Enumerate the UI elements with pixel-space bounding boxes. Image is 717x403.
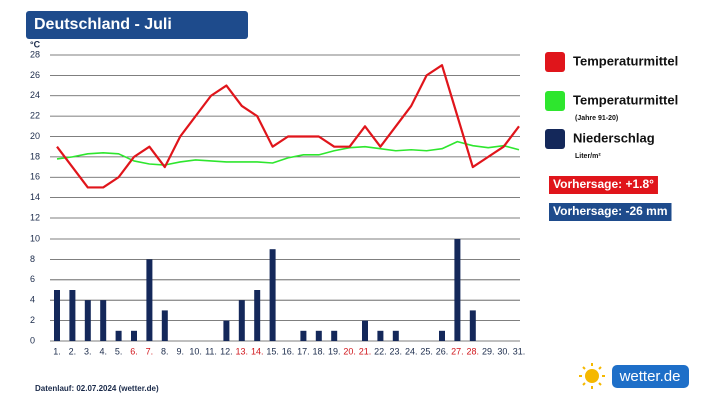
- y-tick-label: 24: [30, 90, 40, 100]
- y-tick-label: 10: [30, 233, 40, 243]
- bar: [54, 290, 60, 341]
- bar: [223, 320, 230, 341]
- legend-label: Temperaturmittel: [573, 92, 678, 107]
- logo: [579, 363, 689, 389]
- x-tick-label: 15.: [266, 346, 279, 356]
- bar: [269, 249, 276, 341]
- x-tick-label: 7.: [146, 346, 154, 356]
- legend-swatch: [545, 52, 565, 72]
- y-tick-label: 6: [30, 274, 35, 284]
- forecast-box: [549, 176, 658, 194]
- x-tick-label: 3.: [84, 346, 92, 356]
- footer: Datenlauf: 02.07.2024 (wetter.de): [35, 384, 159, 393]
- x-tick-label: 18.: [313, 346, 326, 356]
- x-tick-label: 6.: [130, 346, 138, 356]
- bar: [115, 330, 122, 341]
- bar: [131, 330, 137, 341]
- x-tick-label: 12.: [220, 346, 233, 356]
- x-tick-label: 22.: [374, 346, 387, 356]
- line: [56, 64, 520, 189]
- x-tick-label: 14.: [251, 346, 264, 356]
- x-tick-label: 28.: [467, 346, 480, 356]
- x-tick-label: 30.: [497, 346, 510, 356]
- x-tick-label: 8.: [161, 346, 169, 356]
- title: Deutschland - Juli: [34, 16, 172, 33]
- x-tick-label: 31.: [513, 346, 526, 356]
- x-tick-label: 16.: [282, 346, 295, 356]
- y-tick-label: 22: [30, 111, 40, 121]
- x-tick-label: 9.: [176, 346, 184, 356]
- bar: [254, 290, 261, 341]
- forecast-box: [549, 203, 672, 221]
- bar: [315, 330, 322, 341]
- bar: [69, 290, 76, 341]
- x-tick-label: 19.: [328, 346, 341, 356]
- y-tick-label: 12: [30, 212, 40, 222]
- bar: [161, 310, 168, 341]
- bar: [377, 330, 384, 341]
- x-tick-label: 20.: [343, 346, 356, 356]
- y-tick-label: 16: [30, 172, 40, 182]
- x-tick-label: 26.: [436, 346, 449, 356]
- bar: [100, 300, 107, 341]
- bar: [439, 330, 445, 341]
- x-tick-label: 4.: [99, 346, 107, 356]
- x-tick-label: 13.: [236, 346, 249, 356]
- y-tick-label: 14: [30, 192, 40, 202]
- x-tick-label: 29.: [482, 346, 495, 356]
- bar: [300, 330, 307, 341]
- legend-label: Temperaturmittel: [573, 53, 678, 68]
- line: [56, 140, 520, 166]
- y-tick-label: 0: [30, 335, 35, 345]
- y-tick-label: 28: [30, 49, 40, 59]
- legend-note: (Jahre 91-20): [575, 115, 618, 122]
- bar: [454, 239, 461, 341]
- y-axis-label: °C: [30, 39, 41, 49]
- title-box: [26, 11, 248, 39]
- bar: [392, 330, 399, 341]
- y-tick-label: 2: [30, 315, 35, 325]
- x-tick-label: 21.: [359, 346, 372, 356]
- x-tick-label: 11.: [205, 346, 217, 356]
- x-tick-label: 10.: [189, 346, 202, 356]
- legend-note: Liter/m²: [575, 153, 601, 160]
- x-tick-label: 2.: [69, 346, 77, 356]
- y-tick-label: 26: [30, 70, 40, 80]
- forecast-text: Vorhersage: +1.8°: [553, 177, 654, 191]
- bar: [84, 300, 91, 341]
- bar: [362, 320, 368, 341]
- y-tick-label: 4: [30, 295, 35, 305]
- bar: [469, 310, 476, 341]
- forecast-text: Vorhersage: -26 mm: [553, 204, 668, 218]
- logo-text: wetter.de: [619, 368, 681, 385]
- y-tick-label: 20: [30, 131, 40, 141]
- legend-label: Niederschlag: [573, 130, 655, 145]
- x-tick-label: 1.: [53, 346, 61, 356]
- y-tick-label: 8: [30, 254, 35, 264]
- x-tick-label: 23.: [390, 346, 403, 356]
- x-tick-label: 17.: [297, 346, 310, 356]
- bar: [238, 300, 245, 341]
- x-tick-label: 27.: [451, 346, 464, 356]
- x-tick-label: 24.: [405, 346, 418, 356]
- bar: [331, 330, 338, 341]
- x-tick-label: 5.: [115, 346, 123, 356]
- bar: [146, 259, 153, 341]
- legend-swatch: [545, 91, 565, 111]
- x-tick-label: 25.: [420, 346, 433, 356]
- y-tick-label: 18: [30, 151, 40, 161]
- legend-swatch: [545, 129, 565, 149]
